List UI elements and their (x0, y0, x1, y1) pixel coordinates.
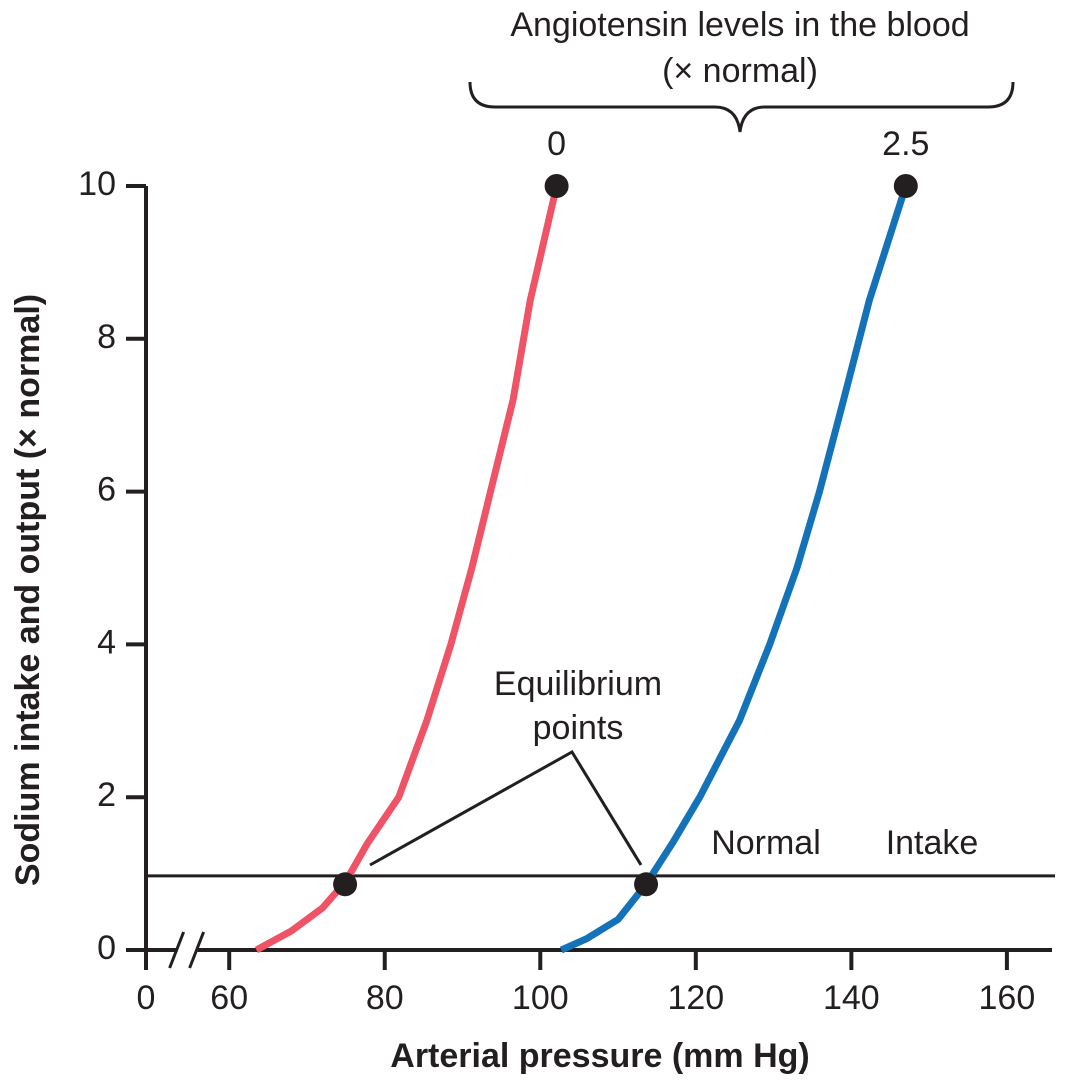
chart-title: Angiotensin levels in the blood (510, 6, 969, 44)
equilibrium-point (634, 872, 659, 897)
y-axis-title: Sodium intake and output (× normal) (9, 294, 47, 886)
equilibrium-point (333, 872, 358, 897)
y-tick-label: 10 (78, 165, 116, 203)
chart-subtitle: (× normal) (662, 52, 818, 90)
x-tick-label: 140 (823, 979, 880, 1017)
x-tick-label: 0 (137, 979, 156, 1017)
x-tick-label: 60 (210, 979, 248, 1017)
y-tick-label: 4 (97, 623, 116, 661)
axis-break-gap (177, 942, 198, 958)
axis-break (168, 931, 206, 969)
x-tick-label: 160 (979, 979, 1036, 1017)
series-line (254, 185, 561, 954)
annotation: Equilibrium (494, 665, 662, 703)
annotation: Normal (711, 824, 821, 862)
y-tick-label: 2 (97, 776, 116, 814)
end-point (893, 174, 918, 198)
y-tick-label: 8 (97, 318, 116, 356)
annotation: points (533, 709, 624, 747)
end-point (544, 174, 569, 198)
leader-line (369, 749, 643, 867)
x-tick-label: 120 (667, 979, 724, 1017)
series-label: 2.5 (882, 125, 929, 163)
x-axis-title: Arterial pressure (mm Hg) (390, 1037, 809, 1075)
x-tick-label: 100 (512, 979, 569, 1017)
series-label: 0 (547, 125, 566, 163)
series-line (559, 184, 910, 954)
y-tick-label: 6 (97, 471, 116, 509)
bracket (468, 81, 1015, 133)
annotation: Intake (886, 824, 979, 862)
y-tick-label: 0 (97, 929, 116, 967)
x-tick-label: 80 (366, 979, 404, 1017)
